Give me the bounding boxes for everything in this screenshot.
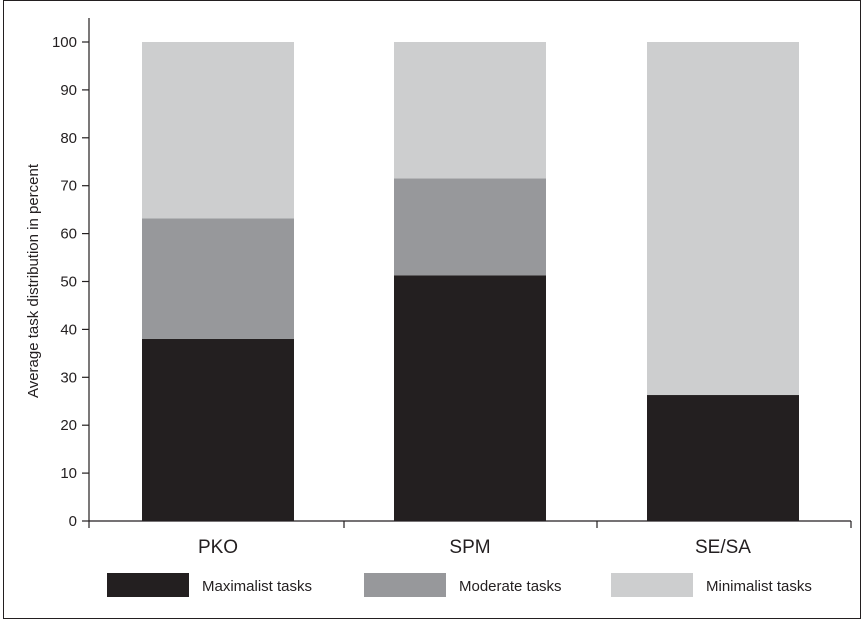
bar-spm-moderate-tasks — [394, 178, 546, 276]
bar-pko-minimalist-tasks — [142, 42, 294, 219]
bar-pko-maximalist-tasks — [142, 338, 294, 521]
y-tick-label: 30 — [60, 369, 77, 386]
bar-pko-moderate-tasks — [142, 218, 294, 339]
y-axis-label: Average task distribution in percent — [25, 163, 42, 398]
y-tick-label: 70 — [60, 178, 77, 195]
legend-swatch — [364, 573, 446, 597]
y-tick-label: 10 — [60, 465, 77, 482]
bar-spm-maximalist-tasks — [394, 275, 546, 521]
y-tick-label: 0 — [69, 513, 77, 530]
legend-label: Minimalist tasks — [706, 578, 812, 595]
legend-label: Maximalist tasks — [202, 578, 312, 595]
x-tick-label: SPM — [449, 537, 490, 558]
bars-group — [142, 42, 799, 521]
y-tick-label: 60 — [60, 226, 77, 243]
legend: Maximalist tasks Moderate tasks Minimalist… — [107, 573, 812, 597]
x-tick-label: PKO — [198, 537, 238, 558]
bar-se-sa-minimalist-tasks — [647, 42, 799, 396]
bar-se-sa-maximalist-tasks — [647, 395, 799, 521]
y-tick-label: 40 — [60, 321, 77, 338]
legend-swatch — [107, 573, 189, 597]
y-tick-label: 20 — [60, 417, 77, 434]
y-tick-label: 50 — [60, 274, 77, 291]
y-tick-label: 80 — [60, 130, 77, 147]
axes-group: PKO SPM SE/SA 0 10 20 30 40 50 60 70 80 90 100 — [52, 18, 852, 558]
y-tick-label: 100 — [52, 34, 77, 51]
legend-label: Moderate tasks — [459, 578, 562, 595]
x-tick-label: SE/SA — [695, 537, 751, 558]
bar-spm-minimalist-tasks — [394, 42, 546, 179]
y-tick-label: 90 — [60, 82, 77, 99]
legend-swatch — [611, 573, 693, 597]
